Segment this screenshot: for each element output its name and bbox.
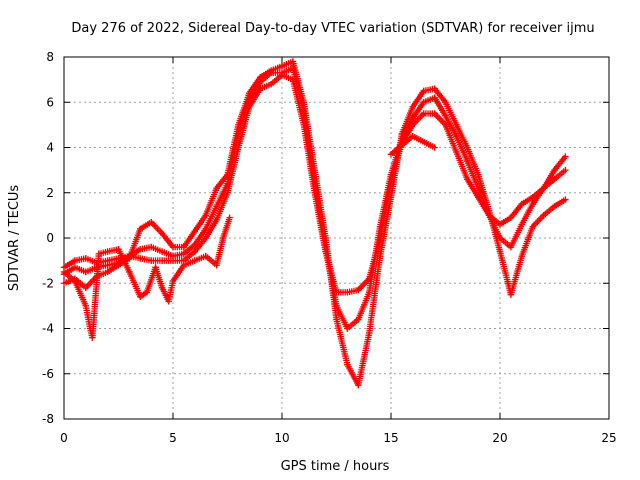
y-tick-label: -6 (42, 367, 54, 381)
y-tick-label: -4 (42, 322, 54, 336)
x-tick-label: 20 (492, 431, 507, 445)
data-point (562, 153, 569, 160)
axis-ticks: 0 5 10 15 20 25 -8 -6 -4 -2 0 2 4 6 8 (42, 50, 617, 445)
grid (64, 57, 609, 419)
x-tick-label: 5 (169, 431, 177, 445)
x-tick-label: 25 (601, 431, 616, 445)
data-point (431, 144, 438, 151)
x-axis-label: GPS time / hours (281, 459, 390, 474)
y-tick-label: -8 (42, 412, 54, 426)
y-tick-label: 8 (46, 50, 54, 64)
data-point (226, 214, 233, 221)
chart-title: Day 276 of 2022, Sidereal Day-to-day VTE… (71, 21, 594, 36)
data-point (562, 196, 569, 203)
x-tick-label: 15 (383, 431, 398, 445)
y-tick-label: 6 (46, 95, 54, 109)
x-tick-label: 10 (274, 431, 289, 445)
y-tick-label: -2 (42, 276, 54, 290)
y-tick-label: 0 (46, 231, 54, 245)
y-tick-label: 4 (46, 141, 54, 155)
x-tick-label: 0 (60, 431, 68, 445)
series-track-d (60, 132, 438, 341)
data-points (60, 58, 569, 389)
y-tick-label: 2 (46, 186, 54, 200)
data-point (562, 166, 569, 174)
series-track-c (60, 58, 569, 389)
y-axis-label: SDTVAR / TECUs (7, 185, 22, 292)
